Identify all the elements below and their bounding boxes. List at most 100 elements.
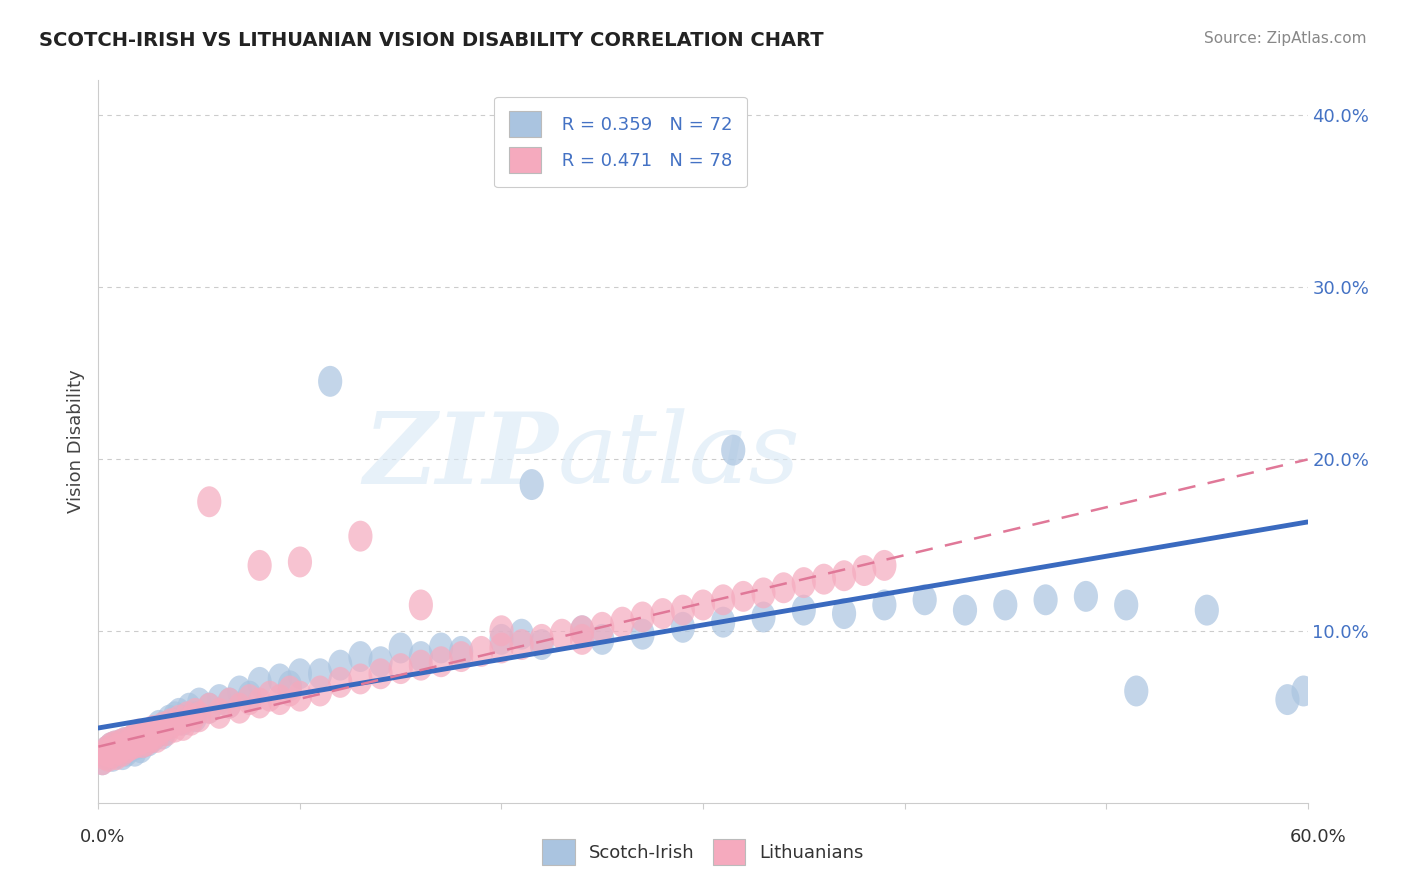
Ellipse shape bbox=[159, 708, 183, 739]
Ellipse shape bbox=[368, 658, 392, 690]
Ellipse shape bbox=[145, 722, 169, 753]
Ellipse shape bbox=[117, 732, 141, 764]
Ellipse shape bbox=[872, 549, 897, 581]
Ellipse shape bbox=[489, 615, 513, 646]
Ellipse shape bbox=[207, 684, 232, 715]
Ellipse shape bbox=[118, 725, 143, 756]
Ellipse shape bbox=[103, 731, 127, 762]
Ellipse shape bbox=[125, 727, 149, 758]
Ellipse shape bbox=[112, 727, 136, 758]
Ellipse shape bbox=[1114, 590, 1139, 621]
Ellipse shape bbox=[1346, 91, 1369, 121]
Ellipse shape bbox=[228, 675, 252, 706]
Ellipse shape bbox=[125, 729, 149, 760]
Text: 0.0%: 0.0% bbox=[80, 828, 125, 846]
Ellipse shape bbox=[1275, 684, 1299, 715]
Ellipse shape bbox=[591, 624, 614, 655]
Ellipse shape bbox=[1195, 595, 1219, 625]
Ellipse shape bbox=[103, 731, 127, 762]
Ellipse shape bbox=[278, 675, 302, 706]
Ellipse shape bbox=[832, 599, 856, 629]
Ellipse shape bbox=[731, 581, 755, 612]
Ellipse shape bbox=[117, 731, 141, 762]
Ellipse shape bbox=[111, 739, 135, 770]
Y-axis label: Vision Disability: Vision Disability bbox=[66, 369, 84, 514]
Ellipse shape bbox=[121, 729, 145, 760]
Ellipse shape bbox=[288, 547, 312, 577]
Ellipse shape bbox=[179, 705, 204, 736]
Ellipse shape bbox=[671, 595, 695, 625]
Ellipse shape bbox=[167, 705, 191, 736]
Ellipse shape bbox=[155, 715, 179, 746]
Ellipse shape bbox=[127, 722, 150, 753]
Ellipse shape bbox=[1125, 675, 1149, 706]
Ellipse shape bbox=[136, 719, 160, 749]
Ellipse shape bbox=[247, 549, 271, 581]
Ellipse shape bbox=[449, 636, 474, 667]
Ellipse shape bbox=[308, 658, 332, 690]
Ellipse shape bbox=[141, 715, 165, 746]
Ellipse shape bbox=[993, 590, 1018, 621]
Ellipse shape bbox=[267, 684, 292, 715]
Ellipse shape bbox=[143, 719, 167, 749]
Ellipse shape bbox=[288, 681, 312, 712]
Ellipse shape bbox=[409, 590, 433, 621]
Ellipse shape bbox=[90, 744, 114, 775]
Ellipse shape bbox=[569, 615, 595, 646]
Ellipse shape bbox=[163, 701, 187, 732]
Ellipse shape bbox=[197, 486, 221, 517]
Ellipse shape bbox=[247, 667, 271, 698]
Text: atlas: atlas bbox=[558, 409, 800, 504]
Ellipse shape bbox=[349, 521, 373, 551]
Ellipse shape bbox=[257, 681, 281, 712]
Ellipse shape bbox=[107, 734, 131, 765]
Ellipse shape bbox=[174, 701, 200, 732]
Ellipse shape bbox=[409, 641, 433, 672]
Ellipse shape bbox=[1033, 584, 1057, 615]
Ellipse shape bbox=[218, 688, 242, 719]
Ellipse shape bbox=[98, 732, 122, 764]
Ellipse shape bbox=[167, 698, 191, 729]
Text: SCOTCH-IRISH VS LITHUANIAN VISION DISABILITY CORRELATION CHART: SCOTCH-IRISH VS LITHUANIAN VISION DISABI… bbox=[39, 31, 824, 50]
Ellipse shape bbox=[267, 664, 292, 694]
Ellipse shape bbox=[114, 732, 139, 764]
Ellipse shape bbox=[569, 624, 595, 655]
Ellipse shape bbox=[751, 601, 776, 632]
Ellipse shape bbox=[197, 693, 221, 723]
Ellipse shape bbox=[852, 555, 876, 586]
Ellipse shape bbox=[530, 624, 554, 655]
Ellipse shape bbox=[1292, 675, 1316, 706]
Ellipse shape bbox=[792, 567, 815, 599]
Ellipse shape bbox=[238, 684, 262, 715]
Ellipse shape bbox=[143, 715, 167, 746]
Ellipse shape bbox=[207, 698, 232, 729]
Ellipse shape bbox=[832, 560, 856, 591]
Ellipse shape bbox=[409, 649, 433, 681]
Ellipse shape bbox=[218, 688, 242, 719]
Ellipse shape bbox=[183, 701, 207, 732]
Ellipse shape bbox=[610, 607, 634, 638]
Ellipse shape bbox=[97, 739, 121, 770]
Ellipse shape bbox=[349, 641, 373, 672]
Ellipse shape bbox=[530, 629, 554, 660]
Ellipse shape bbox=[721, 434, 745, 466]
Ellipse shape bbox=[792, 595, 815, 625]
Ellipse shape bbox=[247, 688, 271, 719]
Ellipse shape bbox=[94, 736, 118, 767]
Ellipse shape bbox=[108, 729, 132, 760]
Text: 60.0%: 60.0% bbox=[1291, 828, 1347, 846]
Ellipse shape bbox=[690, 590, 716, 621]
Ellipse shape bbox=[183, 698, 207, 729]
Ellipse shape bbox=[135, 725, 159, 756]
Ellipse shape bbox=[118, 725, 143, 756]
Legend: Scotch-Irish, Lithuanians: Scotch-Irish, Lithuanians bbox=[533, 830, 873, 874]
Ellipse shape bbox=[131, 727, 155, 758]
Ellipse shape bbox=[100, 741, 125, 772]
Ellipse shape bbox=[172, 710, 195, 741]
Ellipse shape bbox=[108, 729, 132, 760]
Ellipse shape bbox=[591, 612, 614, 643]
Ellipse shape bbox=[197, 693, 221, 723]
Ellipse shape bbox=[94, 736, 118, 767]
Ellipse shape bbox=[112, 727, 136, 758]
Ellipse shape bbox=[449, 641, 474, 672]
